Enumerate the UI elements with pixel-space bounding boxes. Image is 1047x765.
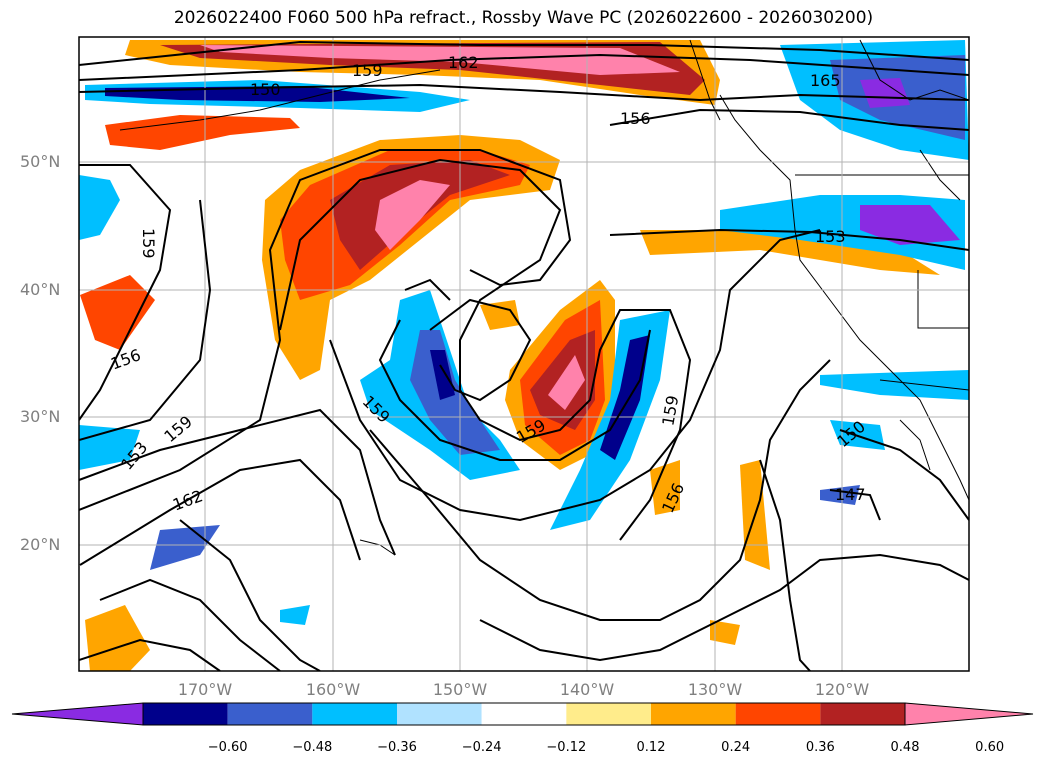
contour-label: 150 xyxy=(250,80,281,99)
contour-label: 159 xyxy=(352,61,383,80)
negative-swirl-central-max xyxy=(430,350,455,400)
colorbar-bin xyxy=(820,703,905,725)
colorbar-bin xyxy=(481,703,567,725)
map-title: 2026022400 F060 500 hPa refract., Rossby… xyxy=(173,8,874,28)
contour-label: 165 xyxy=(810,71,841,90)
colorbar-tick-label: 0.12 xyxy=(636,740,666,755)
negative-patch-sw xyxy=(150,525,220,570)
negative-patch-west xyxy=(79,175,120,240)
map-frame xyxy=(78,36,970,672)
lon-label-120w: 120°W xyxy=(814,680,870,699)
contour-label: 159 xyxy=(139,228,158,259)
positive-blob-central-max xyxy=(548,355,585,410)
positive-patch-west xyxy=(80,275,155,350)
positive-swirl-west-max xyxy=(375,180,450,250)
negative-cluster-ne-max xyxy=(860,78,910,108)
negative-streak-se xyxy=(820,370,969,400)
lat-label-50n: 50°N xyxy=(20,152,61,171)
colorbar xyxy=(11,702,1034,726)
borders xyxy=(795,174,969,391)
colorbar-bin xyxy=(397,703,482,725)
lat-label-20n: 20°N xyxy=(20,535,61,554)
colorbar-tick-label: −0.24 xyxy=(461,740,502,755)
contour-label: 147 xyxy=(835,485,866,504)
negative-band-east-core xyxy=(860,205,960,245)
colorbar-tick-label: −0.36 xyxy=(377,740,417,755)
positive-patch-small-2 xyxy=(650,460,680,515)
colorbar-tick-label: 0.48 xyxy=(890,740,920,755)
map-plot-area: 162 159 150 156 165 153 159 156 159 153 … xyxy=(79,37,969,671)
colorbar-extend-max xyxy=(904,702,1034,726)
lon-label-130w: 130°W xyxy=(687,680,743,699)
positive-patch-nw xyxy=(105,115,300,150)
colorbar-bin xyxy=(651,703,736,725)
lat-label-30n: 30°N xyxy=(20,407,61,426)
colorbar-tick-label: −0.60 xyxy=(207,740,248,755)
colorbar-bin xyxy=(566,703,651,725)
colorbar-bin xyxy=(312,703,397,725)
contour-label: 156 xyxy=(620,109,651,128)
lon-label-140w: 140°W xyxy=(559,680,615,699)
colorbar-bin xyxy=(735,703,821,725)
positive-patch-small-1 xyxy=(480,300,520,330)
positive-patch-small-3 xyxy=(710,620,740,645)
lon-label-170w: 170°W xyxy=(177,680,233,699)
contour-label: 162 xyxy=(448,53,479,72)
negative-streak-east-core xyxy=(600,335,650,460)
height-contours xyxy=(79,40,969,671)
colorbar-tick-label: 0.36 xyxy=(805,740,835,755)
contour-label: 153 xyxy=(815,227,846,246)
positive-patch-sw xyxy=(85,605,150,671)
negative-patch-small-3 xyxy=(280,605,310,625)
colorbar-tick-label: 0.60 xyxy=(975,740,1005,755)
colorbar-tick-label: 0.24 xyxy=(721,740,751,755)
colorbar-bin xyxy=(143,703,228,725)
lon-label-150w: 150°W xyxy=(432,680,488,699)
colorbar-bin xyxy=(227,703,313,725)
lat-label-40n: 40°N xyxy=(20,280,61,299)
colorbar-extend-min xyxy=(11,702,144,726)
colorbar-tick-label: −0.12 xyxy=(546,740,587,755)
lon-label-160w: 160°W xyxy=(305,680,361,699)
colorbar-tick-label: −0.48 xyxy=(292,740,333,755)
